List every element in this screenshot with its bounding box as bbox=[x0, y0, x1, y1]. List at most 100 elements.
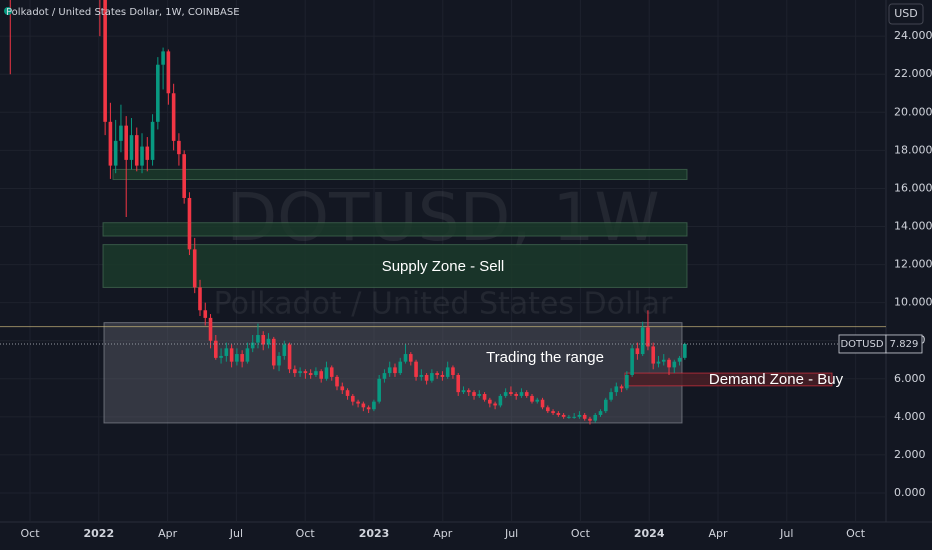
axes: 0.0002.0004.0006.0008.00010.00012.00014.… bbox=[20, 29, 932, 540]
candle-body bbox=[214, 340, 218, 358]
candle-body bbox=[546, 407, 550, 412]
candle-body bbox=[293, 369, 297, 374]
chart-title: Polkadot / United States Dollar, 1W, COI… bbox=[6, 7, 240, 18]
candle-body bbox=[282, 344, 287, 356]
candle-body bbox=[567, 416, 571, 418]
candle-body bbox=[198, 287, 202, 311]
candle-body bbox=[482, 394, 487, 400]
candle-body bbox=[461, 390, 466, 393]
candle-body bbox=[419, 374, 424, 377]
candle-body bbox=[366, 407, 371, 410]
candle-body bbox=[345, 390, 350, 396]
candle-body bbox=[646, 327, 650, 347]
y-tick-label: 22.000 bbox=[894, 67, 932, 80]
candle-body bbox=[430, 373, 434, 381]
candle-body bbox=[488, 399, 492, 404]
candle-body bbox=[403, 354, 408, 362]
candle-body bbox=[140, 146, 144, 166]
candle-body bbox=[224, 348, 229, 356]
candle-body bbox=[582, 414, 587, 419]
watermark: DOTUSD, 1W bbox=[226, 179, 659, 256]
candle-body bbox=[182, 154, 186, 198]
candle-body bbox=[161, 51, 165, 65]
candle-body bbox=[593, 414, 598, 421]
currency[interactable]: USD bbox=[894, 7, 918, 20]
x-tick-label: Oct bbox=[20, 527, 40, 540]
candle-body bbox=[208, 317, 213, 341]
zone bbox=[102, 222, 688, 237]
candle-body bbox=[203, 310, 208, 318]
candle-body bbox=[588, 418, 592, 421]
candle-body bbox=[124, 125, 129, 160]
y-tick-label: 4.000 bbox=[894, 410, 926, 423]
x-tick-label: Apr bbox=[158, 527, 178, 540]
candle-body bbox=[451, 367, 455, 375]
candle-body bbox=[677, 357, 682, 362]
candle-body bbox=[113, 140, 118, 166]
candle-body bbox=[308, 373, 313, 375]
symbol-label: DOTUSD bbox=[840, 339, 883, 350]
candle-body bbox=[377, 378, 381, 402]
candle-body bbox=[572, 416, 576, 418]
plot bbox=[0, 0, 886, 425]
candle-body bbox=[577, 414, 582, 417]
candle-body bbox=[256, 335, 260, 343]
candle-body bbox=[535, 399, 540, 402]
candle-body bbox=[619, 386, 624, 389]
candle-body bbox=[477, 394, 482, 396]
candle-body bbox=[556, 413, 561, 415]
candle-body bbox=[271, 338, 276, 366]
candle-body bbox=[524, 392, 529, 396]
candle-body bbox=[329, 367, 334, 377]
candle-body bbox=[177, 140, 181, 155]
y-tick-label: 20.000 bbox=[894, 105, 932, 118]
last-price-badge bbox=[885, 334, 923, 354]
candle-body bbox=[414, 361, 418, 377]
y-tick-label: 12.000 bbox=[894, 258, 932, 271]
candle-body bbox=[266, 338, 271, 345]
currency-button[interactable] bbox=[888, 3, 924, 25]
candle-body bbox=[287, 344, 292, 370]
y-tick-label: 16.000 bbox=[894, 181, 932, 194]
zone bbox=[112, 168, 688, 180]
candle-body bbox=[387, 367, 392, 374]
candle-body bbox=[156, 64, 160, 122]
x-tick-label: Jul bbox=[229, 527, 243, 540]
candle-body bbox=[551, 411, 555, 414]
candle-body bbox=[540, 399, 545, 408]
candle-body bbox=[324, 367, 329, 379]
candle-body bbox=[187, 197, 192, 250]
candle-body bbox=[635, 348, 640, 355]
candle-body bbox=[129, 135, 134, 160]
candle-body bbox=[103, 0, 107, 122]
candle-body bbox=[134, 135, 139, 166]
candle-body bbox=[614, 386, 619, 393]
candle-body bbox=[240, 354, 244, 362]
candle-body bbox=[393, 367, 397, 374]
status-dot bbox=[4, 7, 12, 15]
candle-body bbox=[166, 51, 171, 94]
y-tick-label: 10.000 bbox=[894, 296, 932, 309]
candle-body bbox=[672, 361, 677, 368]
candle-body bbox=[250, 342, 255, 349]
candle-body bbox=[651, 346, 656, 364]
candle-body bbox=[630, 348, 634, 375]
candle-body bbox=[625, 374, 629, 389]
candle-body bbox=[382, 373, 387, 379]
candle-body bbox=[171, 93, 176, 141]
x-tick-label: 2022 bbox=[83, 527, 114, 540]
candle-body bbox=[408, 354, 413, 362]
candle-body bbox=[229, 348, 234, 362]
candle-body bbox=[351, 395, 355, 402]
x-tick-label: Apr bbox=[708, 527, 728, 540]
candle-body bbox=[277, 355, 281, 366]
candle-body bbox=[235, 354, 239, 362]
watermark-subtitle: Polkadot / United States Dollar bbox=[214, 287, 673, 322]
candle-body bbox=[219, 355, 223, 358]
candle-body bbox=[314, 371, 318, 375]
y-tick-label: 2.000 bbox=[894, 448, 926, 461]
zone-label: Supply Zone - Sell bbox=[382, 258, 505, 275]
candle-body bbox=[261, 335, 266, 345]
